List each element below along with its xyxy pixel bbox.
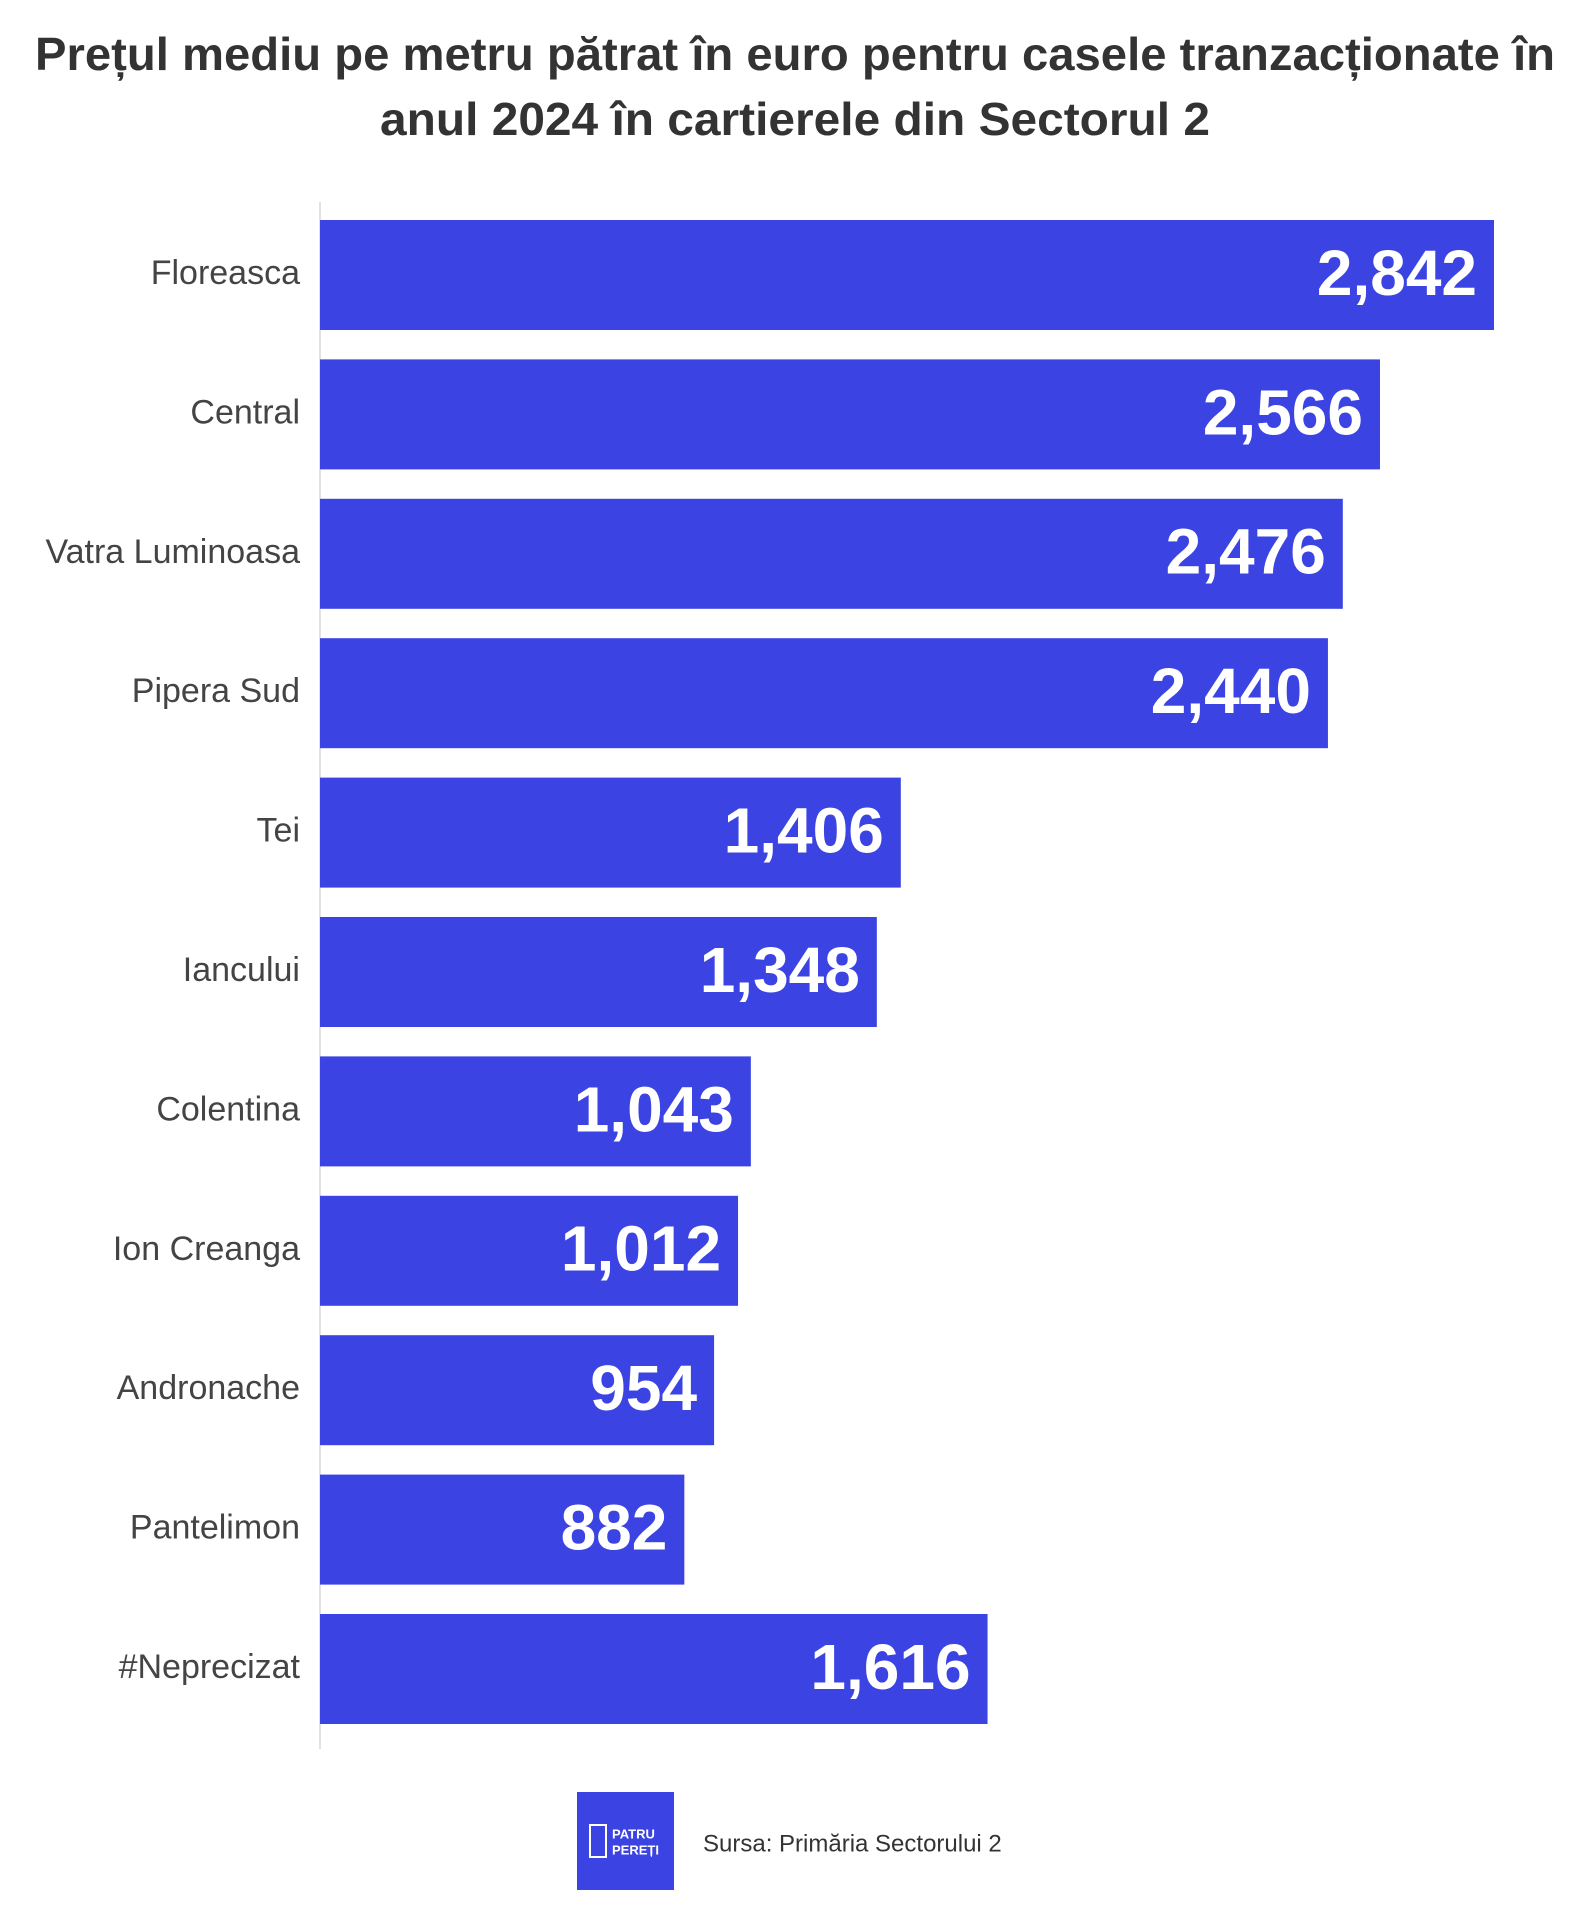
value-label: 2,476 bbox=[1166, 516, 1326, 588]
logo-text: PEREȚI bbox=[612, 1842, 659, 1857]
value-label: 882 bbox=[561, 1492, 668, 1564]
y-tick-label: Vatra Luminoasa bbox=[45, 533, 300, 571]
value-label: 2,566 bbox=[1203, 376, 1363, 448]
y-tick-label: Ion Creanga bbox=[113, 1230, 300, 1268]
bar bbox=[320, 1474, 685, 1585]
bar bbox=[320, 220, 1494, 330]
bar bbox=[320, 917, 877, 1027]
y-tick-label: Floreasca bbox=[151, 254, 300, 292]
y-tick-label: Iancului bbox=[183, 951, 300, 989]
y-tick-label: #Neprecizat bbox=[119, 1648, 301, 1686]
value-label: 1,616 bbox=[810, 1631, 970, 1703]
logo-text: PATRU bbox=[612, 1826, 655, 1841]
value-label: 1,406 bbox=[724, 795, 884, 867]
y-tick-label: Colentina bbox=[156, 1090, 300, 1128]
bar bbox=[320, 1056, 751, 1167]
bar bbox=[320, 638, 1328, 749]
chart-title: anul 2024 în cartierele din Sectorul 2 bbox=[380, 93, 1210, 145]
value-label: 2,842 bbox=[1317, 237, 1477, 309]
value-label: 954 bbox=[590, 1352, 697, 1424]
value-label: 2,440 bbox=[1151, 655, 1311, 727]
bar bbox=[320, 1335, 715, 1446]
bar bbox=[320, 1614, 988, 1724]
bar bbox=[320, 777, 901, 888]
y-tick-label: Pantelimon bbox=[130, 1509, 300, 1547]
y-tick-label: Pipera Sud bbox=[132, 672, 300, 710]
logo-icon bbox=[589, 1824, 607, 1858]
footer: PATRU PEREȚI Sursa: Primăria Sectorului … bbox=[577, 1792, 1002, 1890]
value-label: 1,043 bbox=[574, 1073, 734, 1145]
bar bbox=[320, 498, 1343, 609]
y-tick-label: Andronache bbox=[117, 1369, 300, 1407]
y-tick-label: Tei bbox=[257, 812, 300, 850]
logo bbox=[577, 1792, 674, 1890]
chart-title: Prețul mediu pe metru pătrat în euro pen… bbox=[35, 28, 1555, 81]
y-tick-label: Central bbox=[190, 393, 300, 431]
bar bbox=[320, 359, 1380, 470]
value-label: 1,012 bbox=[561, 1213, 721, 1285]
value-label: 1,348 bbox=[700, 934, 860, 1006]
source: Sursa: Primăria Sectorului 2 bbox=[703, 1830, 1002, 1857]
bar bbox=[320, 1195, 739, 1306]
